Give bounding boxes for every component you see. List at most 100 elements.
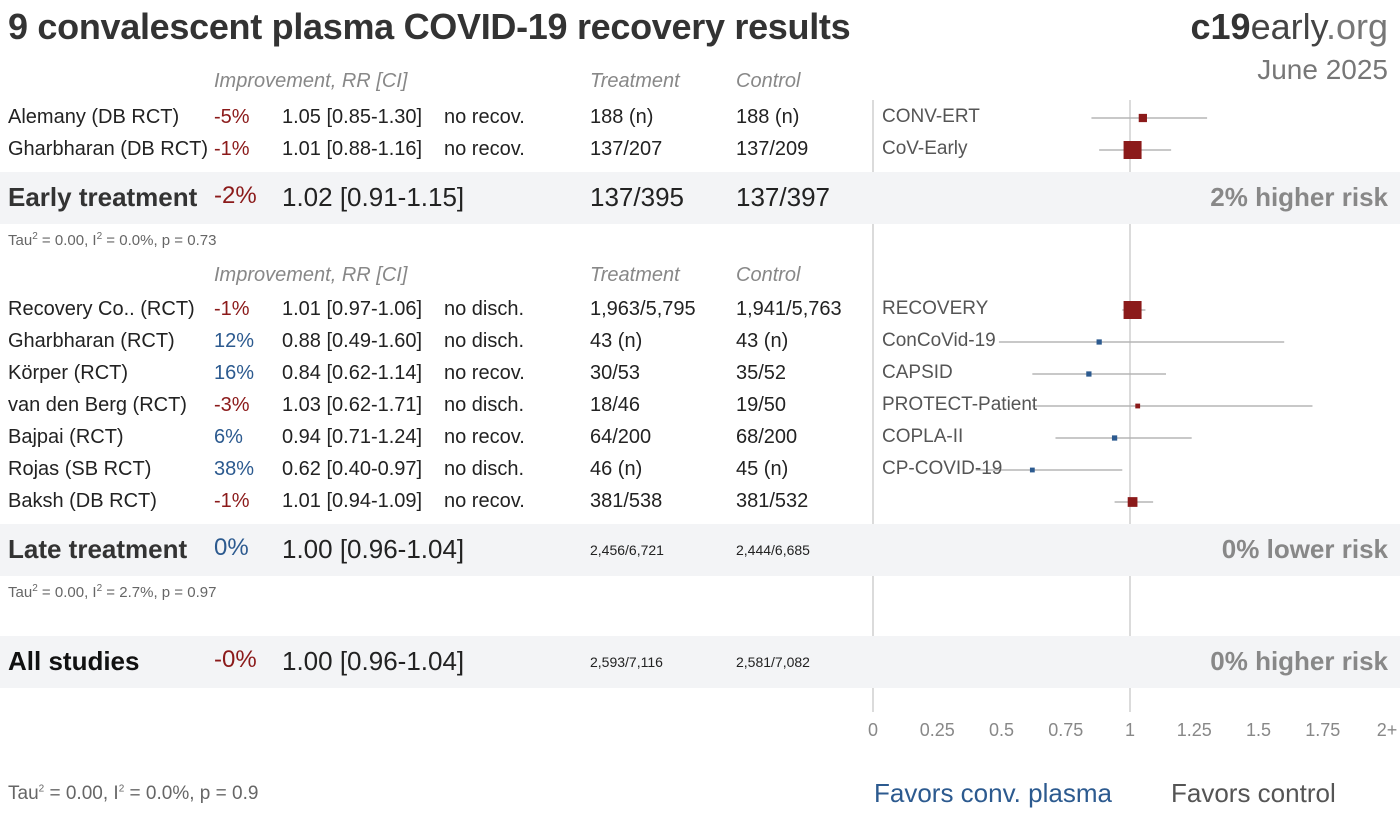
group-name: Early treatment: [8, 182, 198, 212]
study-name: Gharbharan (RCT): [8, 330, 175, 352]
study-rr: 1.03 [0.62-1.71]: [282, 394, 423, 416]
study-improvement: -5%: [214, 106, 250, 128]
study-control: 381/532: [736, 490, 809, 512]
study-control: 35/52: [736, 362, 787, 384]
header-improvement: Improvement, RR [CI]: [214, 264, 408, 286]
trial-name: PROTECT-Patient: [882, 394, 1038, 415]
study-outcome: no disch.: [444, 330, 525, 352]
study-improvement: 12%: [214, 330, 255, 352]
study-outcome: no recov.: [444, 106, 525, 128]
study-treatment: 1,963/5,795: [590, 298, 696, 320]
study-treatment: 18/46: [590, 394, 641, 416]
study-improvement: -3%: [214, 394, 250, 416]
x-tick-label: 0.75: [1048, 720, 1083, 740]
study-point: [1123, 141, 1142, 159]
study-name: Gharbharan (DB RCT): [8, 138, 209, 160]
study-name: van den Berg (RCT): [8, 394, 187, 416]
study-improvement: 16%: [214, 362, 255, 384]
header-treatment: Treatment: [590, 264, 680, 286]
group-name: Late treatment: [8, 534, 188, 564]
trial-name: CAPSID: [882, 362, 953, 383]
trial-name: RECOVERY: [882, 298, 989, 319]
group-control: 137/397: [736, 182, 830, 212]
header-control: Control: [736, 264, 801, 286]
study-name: Bajpai (RCT): [8, 426, 124, 448]
study-improvement: -1%: [214, 138, 250, 160]
study-outcome: no recov.: [444, 490, 525, 512]
study-name: Rojas (SB RCT): [8, 458, 152, 480]
brand-light: early: [1250, 6, 1326, 47]
summary-band-early: Early treatment -2% 1.02 [0.91-1.15] 137…: [0, 172, 1400, 224]
study-control: 19/50: [736, 394, 787, 416]
brand-bold: c19: [1190, 6, 1251, 47]
study-outcome: no disch.: [444, 394, 525, 416]
study-point: [1111, 435, 1118, 441]
risk-label: 0% higher risk: [1210, 646, 1388, 676]
group-control: 2,444/6,685: [736, 542, 810, 558]
study-name: Recovery Co.. (RCT): [8, 298, 195, 320]
study-point: [1123, 301, 1142, 319]
study-control: 1,941/5,763: [736, 298, 842, 320]
study-outcome: no disch.: [444, 458, 525, 480]
trial-name: ConCoVid-19: [882, 330, 996, 351]
overall-improvement: -0%: [214, 646, 257, 673]
study-treatment: 137/207: [590, 138, 663, 160]
heterogeneity-stats: Tau2 = 0.00, I2 = 0.0%, p = 0.73: [8, 231, 217, 249]
group-rr: 1.00 [0.96-1.04]: [282, 534, 465, 564]
study-treatment: 64/200: [590, 426, 652, 448]
study-treatment: 188 (n): [590, 106, 654, 128]
overall-name: All studies: [8, 646, 140, 676]
x-tick-label: 1.25: [1177, 720, 1212, 740]
study-row: Bajpai (RCT) 6% 0.94 [0.71-1.24] no reco…: [0, 422, 1400, 454]
x-tick-label: 0.5: [989, 720, 1014, 740]
study-rr: 0.88 [0.49-1.60]: [282, 330, 423, 352]
study-treatment: 30/53: [590, 362, 641, 384]
study-treatment: 43 (n): [590, 330, 643, 352]
brand-logo: c19early.org: [1191, 6, 1388, 48]
risk-label: 0% lower risk: [1221, 534, 1388, 564]
group-improvement: 0%: [214, 534, 249, 561]
brand-date: June 2025: [1257, 54, 1388, 85]
study-improvement: 6%: [214, 426, 243, 448]
favors-treatment-label: Favors conv. plasma: [874, 778, 1112, 808]
overall-control: 2,581/7,082: [736, 654, 810, 670]
overall-rr: 1.00 [0.96-1.04]: [282, 646, 465, 676]
group-improvement: -2%: [214, 182, 257, 209]
study-row: Recovery Co.. (RCT) -1% 1.01 [0.97-1.06]…: [0, 294, 1400, 326]
study-row: van den Berg (RCT) -3% 1.03 [0.62-1.71] …: [0, 390, 1400, 422]
study-rr: 0.62 [0.40-0.97]: [282, 458, 423, 480]
header-improvement: Improvement, RR [CI]: [214, 70, 408, 92]
study-name: Alemany (DB RCT): [8, 106, 180, 128]
trial-name: CoV-Early: [882, 138, 968, 159]
study-point: [1096, 339, 1102, 345]
study-rr: 1.05 [0.85-1.30]: [282, 106, 423, 128]
study-row: Alemany (DB RCT) -5% 1.05 [0.85-1.30] no…: [0, 102, 1400, 134]
study-rr: 1.01 [0.97-1.06]: [282, 298, 423, 320]
study-point: [1086, 371, 1092, 377]
group-treatment: 2,456/6,721: [590, 542, 664, 558]
study-outcome: no recov.: [444, 426, 525, 448]
study-control: 43 (n): [736, 330, 789, 352]
trial-name: CP-COVID-19: [882, 458, 1003, 479]
study-point: [1138, 113, 1147, 123]
study-rr: 0.94 [0.71-1.24]: [282, 426, 423, 448]
study-control: 188 (n): [736, 106, 800, 128]
favors-control-label: Favors control: [1171, 778, 1336, 808]
study-name: Körper (RCT): [8, 362, 129, 384]
summary-band-late: Late treatment 0% 1.00 [0.96-1.04] 2,456…: [0, 524, 1400, 576]
study-point: [1127, 497, 1138, 507]
study-improvement: 38%: [214, 458, 255, 480]
header-treatment: Treatment: [590, 70, 680, 92]
x-tick-label: 0: [868, 720, 878, 740]
risk-label: 2% higher risk: [1210, 182, 1388, 212]
study-point: [1135, 403, 1141, 409]
study-point: [1029, 467, 1035, 473]
overall-heterogeneity-stats: Tau2 = 0.00, I2 = 0.0%, p = 0.9: [8, 783, 259, 804]
study-control: 45 (n): [736, 458, 789, 480]
page-title: 9 convalescent plasma COVID-19 recovery …: [8, 6, 851, 47]
study-outcome: no recov.: [444, 362, 525, 384]
study-improvement: -1%: [214, 490, 250, 512]
group-treatment: 137/395: [590, 182, 684, 212]
study-row: Gharbharan (RCT) 12% 0.88 [0.49-1.60] no…: [0, 326, 1400, 358]
